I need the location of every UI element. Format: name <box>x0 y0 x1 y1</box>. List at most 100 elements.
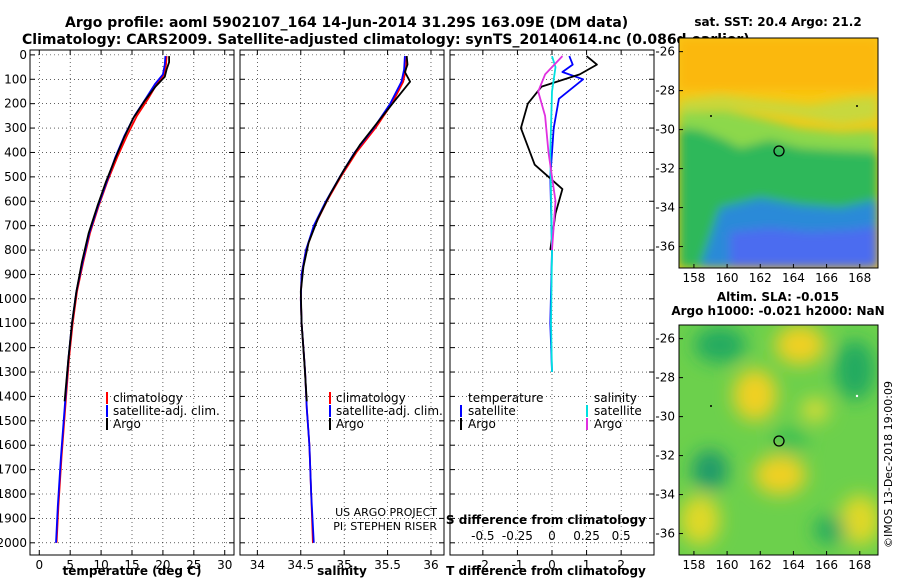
credit-project: US ARGO PROJECT <box>335 506 437 519</box>
y-tick-label: 1100 <box>0 316 27 330</box>
y-tick-label: 1800 <box>0 487 27 501</box>
sla-high-anomaly <box>680 495 720 545</box>
y-tick-label: 1300 <box>0 365 27 379</box>
imos-watermark: ©IMOS 13-Dec-2018 19:00:09 <box>882 381 895 548</box>
x-tick-label: 1 <box>583 558 591 572</box>
series-line-argo <box>63 56 170 402</box>
map-y-tick-label: -32 <box>655 162 675 176</box>
map-y-tick-label: -26 <box>655 45 675 59</box>
sst-map-title: sat. SST: 20.4 Argo: 21.2 <box>694 15 861 29</box>
sla-map-frame <box>678 324 879 556</box>
y-tick-label: 400 <box>4 145 27 159</box>
y-tick-label: 800 <box>4 243 27 257</box>
difference-lines <box>520 55 598 373</box>
sla-high-anomaly <box>775 325 825 365</box>
map-x-tick-label: 164 <box>782 558 805 572</box>
map-x-tick-label: 158 <box>682 271 705 285</box>
map-x-tick-label: 162 <box>749 271 772 285</box>
difference-xlabel: T difference from climatology <box>446 564 646 578</box>
x-tick-label-salinity: 0 <box>548 529 556 543</box>
map-x-tick-label: 158 <box>682 558 705 572</box>
salinity-lines <box>299 56 411 543</box>
y-tick-label: 1000 <box>0 292 27 306</box>
sla-low-anomaly <box>772 428 808 452</box>
y-tick-label: 0 <box>19 48 27 62</box>
salinity-panel <box>239 49 445 556</box>
y-tick-label: 1400 <box>0 389 27 403</box>
y-tick-label: 300 <box>4 121 27 135</box>
legend-s-satellite: satellite <box>594 404 642 418</box>
sst-argo-location-marker <box>773 145 785 157</box>
temperature-grid <box>30 50 234 555</box>
x-tick-label: 34.5 <box>287 558 314 572</box>
y-tick-label: 1500 <box>0 414 27 428</box>
title-line-2: Climatology: CARS2009. Satellite-adjuste… <box>22 32 750 48</box>
temperature-xlabel: temperature (deg C) <box>63 564 202 578</box>
x-tick-label-salinity: 0.25 <box>573 529 600 543</box>
map-x-tick-label: 166 <box>815 558 838 572</box>
y-tick-label: 1600 <box>0 438 27 452</box>
x-tick-label-salinity: 0.5 <box>612 529 631 543</box>
legend-argo: Argo <box>336 417 364 431</box>
x-tick-label: 20 <box>155 558 170 572</box>
map-y-tick-label: -28 <box>655 371 675 385</box>
difference-legend: temperature satellite Argo salinity sate… <box>460 391 642 431</box>
sla-map-title: Altim. SLA: -0.015 <box>717 290 839 304</box>
axis-ticks: 0100200300400500600700800900100011001200… <box>0 48 654 572</box>
map-y-tick-label: -30 <box>655 123 675 137</box>
sst-deep-band <box>730 226 878 268</box>
sst-map-frame <box>678 37 879 269</box>
sla-low-anomaly <box>694 327 746 363</box>
sst-cool-patch <box>680 175 720 210</box>
sst-transition-band <box>679 95 878 125</box>
salinity-xlabel: salinity <box>317 564 367 578</box>
map-y-tick-label: -36 <box>655 240 675 254</box>
temperature-lines <box>55 56 170 543</box>
map-x-tick-label: 164 <box>782 271 805 285</box>
legend-salinity-heading: salinity <box>594 391 637 405</box>
credit-pi: PI: STEPHEN RISER <box>333 520 437 533</box>
legend-climatology: climatology <box>113 391 183 405</box>
x-tick-label: -2 <box>477 558 489 572</box>
sla-low-anomaly <box>692 450 728 490</box>
map-y-tick-label: -34 <box>655 488 675 502</box>
legend-satellite-adj: satellite-adj. clim. <box>113 404 220 418</box>
y-tick-label: 1700 <box>0 463 27 477</box>
x-tick-label: -1 <box>511 558 523 572</box>
sla-map <box>679 325 878 555</box>
salinity-grid <box>240 50 444 555</box>
x-tick-label: 10 <box>93 558 108 572</box>
sla-high-anomaly <box>754 455 806 495</box>
y-tick-label: 900 <box>4 267 27 281</box>
sla-high-anomaly <box>840 495 878 545</box>
map-x-tick-label: 160 <box>716 271 739 285</box>
map-y-tick-label: -26 <box>655 332 675 346</box>
difference-xlabel-salinity: S difference from climatology <box>446 513 646 527</box>
x-tick-label: 5 <box>66 558 74 572</box>
x-tick-label: 2 <box>617 558 625 572</box>
x-tick-label-salinity: -0.5 <box>471 529 494 543</box>
legend-argo: Argo <box>113 417 141 431</box>
y-tick-label: 100 <box>4 72 27 86</box>
map-axis-ticks: 158 160 162 164 166 168 -26 -28 -30 -32 -34 -36 158 1… <box>655 45 871 572</box>
legend-t-satellite: satellite <box>468 404 516 418</box>
sla-high-anomaly <box>801 398 829 422</box>
sst-island-marker <box>856 105 858 107</box>
map-x-tick-label: 162 <box>749 558 772 572</box>
y-tick-label: 2000 <box>0 536 27 550</box>
map-x-tick-label: 168 <box>848 558 871 572</box>
series-line-argo <box>299 56 411 402</box>
map-x-tick-label: 166 <box>815 271 838 285</box>
x-tick-label: 30 <box>217 558 232 572</box>
sst-island-marker <box>710 115 712 117</box>
sla-low-anomaly <box>814 516 846 544</box>
legend-s-argo: Argo <box>594 417 622 431</box>
map-y-tick-label: -34 <box>655 201 675 215</box>
x-tick-label: 0 <box>548 558 556 572</box>
x-tick-label: 15 <box>124 558 139 572</box>
x-tick-label: 25 <box>186 558 201 572</box>
sst-warmest-band <box>679 38 878 90</box>
y-tick-label: 700 <box>4 219 27 233</box>
legend-temperature-heading: temperature <box>468 391 543 405</box>
